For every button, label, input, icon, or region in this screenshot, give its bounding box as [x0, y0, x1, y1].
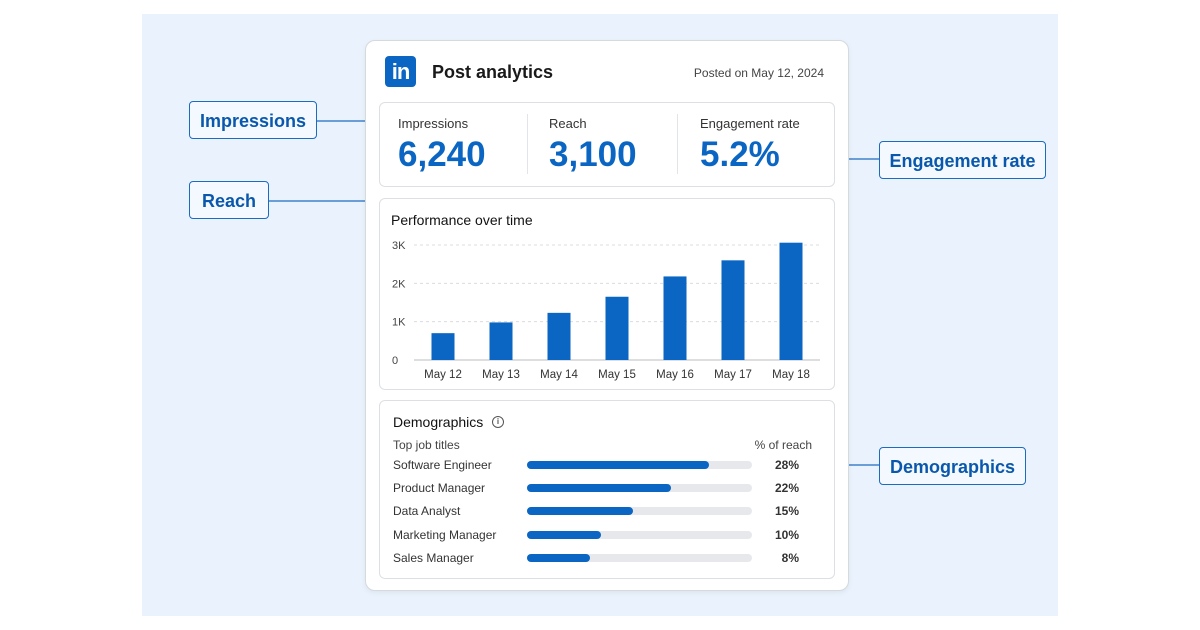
- y-tick-label: 2K: [392, 278, 406, 290]
- demographics-title: Demographics: [393, 414, 484, 430]
- reach-bar-fill: [527, 553, 590, 562]
- reach-bar-fill: [527, 484, 671, 493]
- y-tick-label: 3K: [392, 240, 406, 252]
- chart-bar: [721, 260, 745, 360]
- reach-bar-track: [527, 553, 752, 562]
- reach-bar-fill: [527, 461, 710, 469]
- reach-percent: 10%: [774, 527, 799, 542]
- job-title-label: Product Manager: [393, 481, 486, 496]
- reach-bar-fill: [527, 530, 602, 539]
- stats-panel: [379, 102, 835, 187]
- chart-bar: [663, 276, 687, 360]
- x-tick-label: May 12: [424, 369, 462, 381]
- job-title-label: Sales Manager: [393, 550, 474, 565]
- job-title-label: Marketing Manager: [393, 527, 497, 542]
- chart-bar: [605, 296, 629, 360]
- chart-bar: [431, 333, 455, 360]
- stats-divider: [527, 114, 528, 174]
- reach-bar-track: [527, 461, 752, 469]
- callout-demographics: Demographics: [879, 447, 1026, 485]
- x-tick-label: May 14: [540, 369, 578, 381]
- x-tick-label: May 18: [772, 369, 810, 381]
- chart-bar: [489, 322, 513, 360]
- reach-percent: 15%: [774, 504, 799, 519]
- reach-percent: 22%: [774, 481, 799, 496]
- engagement-rate-value: 5.2%: [700, 135, 780, 174]
- job-title-label: Data Analyst: [393, 504, 461, 519]
- impressions-label: Impressions: [398, 116, 469, 131]
- y-tick-label: 1K: [392, 317, 406, 329]
- chart-bar: [547, 312, 571, 360]
- x-tick-label: May 15: [598, 369, 636, 381]
- reach-value: 3,100: [549, 135, 637, 174]
- engagement-rate-label: Engagement rate: [700, 116, 800, 131]
- x-tick-label: May 13: [482, 369, 520, 381]
- x-tick-label: May 17: [714, 369, 752, 381]
- top-job-titles-header: Top job titles: [393, 438, 460, 452]
- reach-bar-track: [527, 484, 752, 493]
- reach-bar-track: [527, 507, 752, 516]
- callout-engagement-rate: Engagement rate: [879, 141, 1046, 179]
- reach-percent: 28%: [774, 458, 799, 472]
- reach-percent: 8%: [781, 550, 799, 565]
- reach-label: Reach: [549, 116, 587, 131]
- posted-date: Posted on May 12, 2024: [693, 66, 824, 80]
- y-tick-label: 0: [392, 355, 398, 367]
- info-icon[interactable]: i: [492, 416, 504, 428]
- page-title: Post analytics: [432, 62, 554, 82]
- reach-bar-track: [527, 530, 752, 539]
- performance-title: Performance over time: [391, 212, 533, 228]
- x-tick-label: May 16: [656, 369, 694, 381]
- percent-of-reach-header: % of reach: [754, 438, 812, 452]
- callout-impressions: Impressions: [189, 101, 317, 139]
- impressions-value: 6,240: [398, 135, 486, 174]
- chart-bar: [779, 242, 803, 360]
- stats-divider: [677, 114, 678, 174]
- job-title-label: Software Engineer: [393, 458, 492, 472]
- callout-reach: Reach: [189, 181, 269, 219]
- reach-bar-fill: [527, 507, 633, 516]
- linkedin-logo-icon[interactable]: in: [385, 56, 416, 87]
- performance-chart: 0 1K 2K 3K May 12 May 13 May 14 May 15 May 16 May…: [392, 240, 820, 381]
